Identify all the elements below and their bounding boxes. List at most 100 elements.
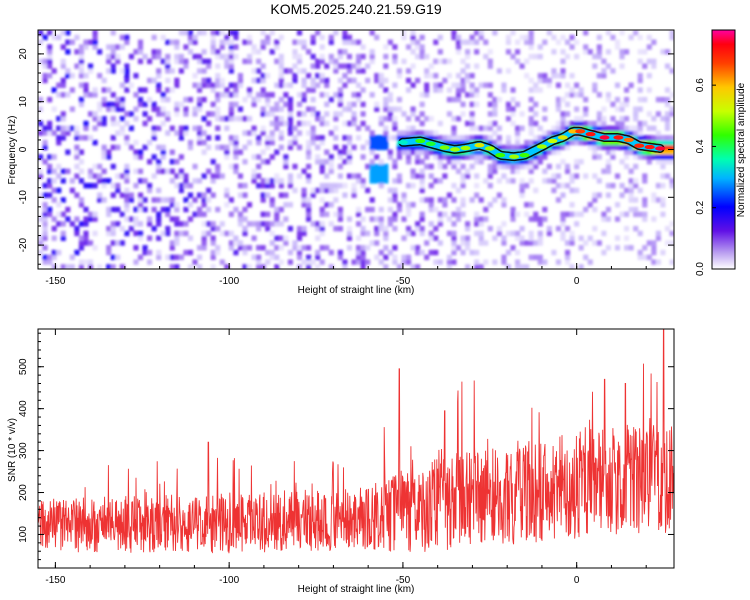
heatmap-cell: [405, 144, 412, 151]
heatmap-cell: [274, 116, 280, 122]
heatmap-cell: [519, 187, 525, 194]
heatmap-cell: [515, 58, 521, 65]
heatmap-cell: [87, 240, 94, 246]
heatmap-cell: [178, 182, 184, 189]
heatmap-cell: [356, 254, 362, 261]
heatmap-cell: [115, 130, 121, 136]
heatmap-cell: [555, 149, 562, 155]
heatmap-cell: [396, 264, 403, 269]
heatmap-cell: [201, 230, 207, 237]
heatmap-cell: [492, 106, 498, 112]
heatmap-cell: [106, 44, 112, 50]
heatmap-cell: [156, 111, 162, 117]
heatmap-cell: [237, 116, 244, 122]
heatmap-cell: [197, 264, 203, 269]
heatmap-cell: [442, 197, 448, 203]
heatmap-cell: [174, 230, 180, 237]
heatmap-cell: [583, 30, 589, 36]
heatmap-cell: [655, 197, 661, 203]
heatmap-cell: [419, 144, 425, 151]
heatmap-cell: [637, 249, 643, 256]
heatmap-cell: [133, 139, 139, 146]
heatmap-cell: [133, 206, 139, 213]
heatmap-cell: [242, 249, 248, 256]
y-tick-label: 300: [18, 442, 29, 459]
heatmap-cell: [133, 259, 139, 265]
heatmap-cell: [42, 192, 48, 198]
heatmap-cell: [156, 211, 162, 218]
heatmap-cell: [160, 197, 166, 203]
heatmap-cell: [265, 144, 271, 151]
heatmap-cell: [197, 101, 203, 108]
heatmap-cell: [383, 139, 389, 146]
heatmap-cell: [74, 225, 80, 232]
heatmap-cell: [492, 159, 498, 165]
heatmap-cell: [296, 173, 303, 179]
heatmap-cell: [287, 144, 293, 151]
heatmap-cell: [655, 154, 661, 160]
heatmap-cell: [564, 240, 571, 246]
heatmap-cell: [228, 111, 234, 117]
heatmap-cell: [455, 116, 462, 122]
heatmap-cell: [396, 154, 403, 160]
heatmap-cell: [301, 245, 307, 251]
heatmap-cell: [87, 182, 94, 189]
heatmap-cell: [555, 125, 562, 131]
heatmap-cell: [310, 187, 316, 194]
heatmap-cell: [174, 159, 180, 165]
heatmap-cell: [496, 159, 502, 165]
heatmap-cell: [515, 39, 521, 45]
heatmap-cell: [201, 58, 207, 65]
heatmap-cell: [201, 96, 207, 103]
heatmap-cell: [210, 39, 216, 45]
heatmap-cell: [487, 173, 493, 179]
heatmap-cell: [78, 58, 85, 65]
heatmap-cell: [337, 96, 343, 103]
heatmap-cell: [137, 49, 144, 55]
heatmap-cell: [296, 58, 303, 65]
heatmap-cell: [442, 202, 448, 208]
heatmap-cell: [47, 73, 53, 79]
heatmap-cell: [78, 73, 85, 79]
heatmap-cell: [306, 144, 312, 151]
heatmap-cell: [487, 120, 493, 127]
heatmap-cell: [246, 116, 253, 122]
heatmap-cell: [319, 159, 325, 165]
heatmap-cell: [587, 49, 593, 55]
heatmap-cell: [206, 77, 212, 84]
heatmap-cell: [469, 39, 475, 45]
heatmap-cell: [78, 202, 85, 208]
heatmap-cell: [210, 82, 216, 88]
heatmap-cell: [537, 254, 543, 261]
heatmap-cell: [169, 202, 175, 208]
heatmap-cell: [174, 39, 180, 45]
heatmap-cell: [124, 168, 130, 174]
heatmap-cell: [342, 159, 348, 165]
heatmap-cell: [528, 77, 534, 84]
heatmap-cell: [469, 149, 475, 155]
heatmap-cell: [592, 120, 598, 127]
heatmap-cell: [310, 139, 316, 146]
heatmap-cell: [624, 96, 630, 103]
heatmap-cell: [310, 130, 316, 136]
heatmap-cell: [374, 106, 380, 112]
heatmap-cell: [655, 135, 661, 141]
heatmap-cell: [528, 87, 534, 93]
heatmap-cell: [465, 235, 471, 241]
heatmap-cell: [369, 144, 375, 151]
heatmap-cell: [192, 259, 198, 265]
heatmap-cell: [124, 135, 130, 141]
heatmap-cell: [542, 178, 548, 184]
colorbar-tick-label: 0.0: [695, 262, 706, 276]
heatmap-cell: [156, 168, 162, 174]
heatmap-cell: [187, 34, 194, 41]
heatmap-cell: [365, 245, 371, 251]
heatmap-cell: [592, 192, 598, 198]
heatmap-cell: [110, 44, 116, 50]
heatmap-cell: [228, 39, 234, 45]
ridge-point: [519, 153, 530, 158]
heatmap-cell: [74, 34, 80, 41]
heatmap-cell: [428, 116, 434, 122]
heatmap-cell: [301, 225, 307, 232]
heatmap-cell: [628, 197, 634, 203]
